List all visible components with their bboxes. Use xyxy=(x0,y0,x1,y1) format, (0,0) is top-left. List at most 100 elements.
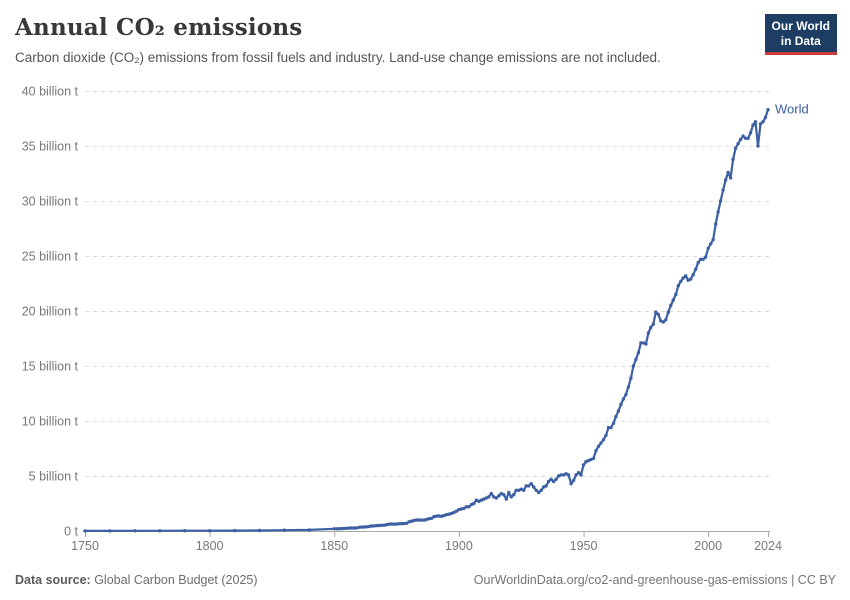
page-title: Annual CO₂ emissions xyxy=(15,14,303,41)
data-point-marker xyxy=(669,303,673,308)
data-point-marker xyxy=(728,176,733,180)
data-point-marker xyxy=(402,521,406,526)
data-point-marker xyxy=(696,260,700,265)
data-point-marker xyxy=(661,320,665,324)
data-point-marker xyxy=(699,257,703,261)
data-point-marker xyxy=(414,518,419,522)
data-point-marker xyxy=(183,529,187,533)
data-point-marker xyxy=(507,490,511,495)
license-note[interactable]: OurWorldinData.org/co2-and-greenhouse-ga… xyxy=(473,573,836,587)
data-point-marker xyxy=(529,482,533,486)
data-point-marker xyxy=(743,136,748,140)
data-source-value: Global Carbon Budget (2025) xyxy=(90,573,258,587)
data-point-marker xyxy=(489,491,493,496)
data-point-marker xyxy=(694,267,698,271)
data-point-marker xyxy=(741,134,745,138)
data-point-marker xyxy=(352,526,356,530)
data-point-marker xyxy=(671,298,675,302)
data-point-marker xyxy=(554,477,558,481)
data-point-marker xyxy=(307,528,311,532)
data-point-marker xyxy=(758,122,763,126)
data-point-marker xyxy=(601,438,606,442)
data-point-marker xyxy=(472,501,476,506)
data-point-marker xyxy=(374,523,379,528)
data-point-marker xyxy=(370,524,374,528)
data-point-marker xyxy=(389,522,394,526)
data-source: Data source: Global Carbon Budget (2025) xyxy=(15,573,258,587)
data-point-marker xyxy=(576,471,581,475)
data-point-marker xyxy=(639,341,643,345)
data-point-marker xyxy=(379,523,384,527)
data-point-marker xyxy=(746,136,750,140)
data-point-marker xyxy=(646,331,651,335)
data-point-marker xyxy=(133,529,137,533)
y-axis-label: 30 billion t xyxy=(22,195,79,209)
data-point-marker xyxy=(340,526,344,531)
data-point-marker xyxy=(634,357,638,362)
data-point-marker xyxy=(594,449,598,453)
data-point-marker xyxy=(644,342,648,346)
x-axis-label: 1750 xyxy=(71,539,99,553)
data-point-marker xyxy=(726,170,730,175)
data-point-marker xyxy=(467,505,471,509)
data-point-marker xyxy=(676,284,680,288)
data-point-marker xyxy=(522,488,526,492)
data-point-marker xyxy=(387,522,391,526)
data-point-marker xyxy=(332,527,336,531)
data-point-marker xyxy=(394,522,399,526)
data-point-marker xyxy=(571,478,576,483)
data-point-marker xyxy=(434,514,439,518)
data-point-marker xyxy=(232,528,237,533)
y-axis-label: 15 billion t xyxy=(22,360,79,374)
series-end-label: World xyxy=(775,102,809,117)
data-point-marker xyxy=(419,518,424,522)
data-point-marker xyxy=(636,351,641,355)
data-point-marker xyxy=(282,528,287,532)
data-point-marker xyxy=(666,310,670,314)
data-point-marker xyxy=(454,509,459,513)
data-point-marker xyxy=(609,425,613,430)
data-point-marker xyxy=(579,473,583,477)
data-point-marker xyxy=(714,222,718,226)
data-point-marker xyxy=(733,146,738,150)
data-point-marker xyxy=(574,473,578,477)
data-point-marker xyxy=(731,157,735,161)
data-point-marker xyxy=(684,274,688,278)
data-point-marker xyxy=(417,518,421,522)
data-point-marker xyxy=(748,131,753,135)
data-point-marker xyxy=(738,137,743,142)
data-point-marker xyxy=(624,392,628,397)
data-point-marker xyxy=(614,414,618,419)
data-point-marker xyxy=(345,526,349,530)
owid-logo-line2: in Data xyxy=(780,34,821,48)
data-point-marker xyxy=(631,364,636,368)
data-point-marker xyxy=(716,210,720,214)
data-point-marker xyxy=(427,517,431,521)
data-point-marker xyxy=(604,433,608,437)
x-axis-label: 1800 xyxy=(196,539,224,553)
data-point-marker xyxy=(158,529,162,533)
data-point-marker xyxy=(721,188,725,192)
data-point-marker xyxy=(539,488,543,492)
data-point-marker xyxy=(656,312,660,316)
owid-logo-line1: Our World xyxy=(771,19,830,33)
data-point-marker xyxy=(591,456,596,461)
data-point-marker xyxy=(681,276,685,280)
data-point-marker xyxy=(551,479,556,484)
data-point-marker xyxy=(766,108,770,112)
y-axis-label: 40 billion t xyxy=(22,85,79,99)
data-point-marker xyxy=(335,527,339,531)
data-point-marker xyxy=(502,493,506,497)
data-point-marker xyxy=(549,477,553,481)
data-point-marker xyxy=(674,292,678,297)
data-point-marker xyxy=(664,318,668,322)
data-point-marker xyxy=(532,485,536,489)
data-point-marker xyxy=(559,473,563,477)
data-point-marker xyxy=(599,441,603,445)
data-point-marker xyxy=(581,463,586,467)
data-point-marker xyxy=(569,482,573,486)
data-point-marker xyxy=(756,144,760,148)
owid-logo[interactable]: Our World in Data xyxy=(764,14,837,55)
data-point-marker xyxy=(753,120,758,124)
